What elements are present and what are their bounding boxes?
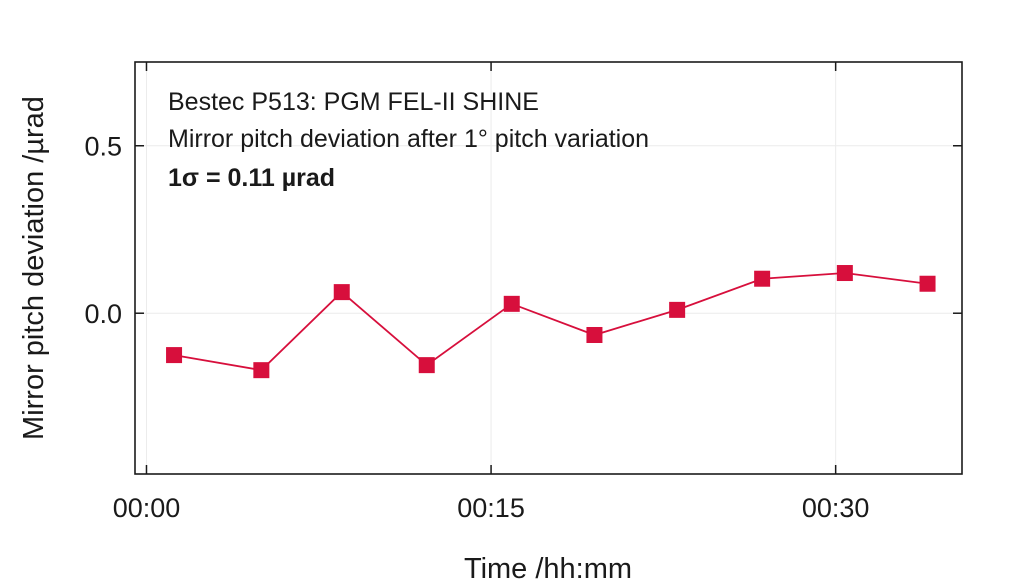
data-point: [669, 301, 686, 318]
data-point: [418, 357, 435, 374]
data-point: [253, 362, 270, 379]
data-point: [586, 326, 603, 343]
grid-lines: [135, 62, 962, 474]
series-layer: [166, 265, 936, 379]
data-point: [754, 270, 771, 287]
data-point: [503, 295, 520, 312]
annotation-line-2: Mirror pitch deviation after 1° pitch va…: [168, 125, 649, 153]
axis-ticks: 00:00 00:15 00:30 0.0 0.5: [84, 62, 962, 523]
annotation-line-1: Bestec P513: PGM FEL-II SHINE: [168, 88, 539, 116]
data-point: [836, 265, 853, 282]
x-axis-title: Time /hh:mm: [464, 553, 632, 585]
x-tick-label: 00:30: [802, 493, 870, 523]
plot-frame: [134, 61, 963, 475]
x-tick-label: 00:00: [113, 493, 181, 523]
y-tick-label: 0.5: [84, 132, 122, 162]
y-tick-label: 0.0: [84, 299, 122, 329]
y-axis-title: Mirror pitch deviation /µrad: [18, 96, 50, 440]
data-point: [919, 275, 936, 292]
data-point: [166, 347, 183, 364]
series-line: [173, 272, 928, 372]
annotation-sigma: 1σ = 0.11 µrad: [168, 164, 335, 192]
data-point: [333, 284, 350, 301]
x-tick-label: 00:15: [457, 493, 525, 523]
